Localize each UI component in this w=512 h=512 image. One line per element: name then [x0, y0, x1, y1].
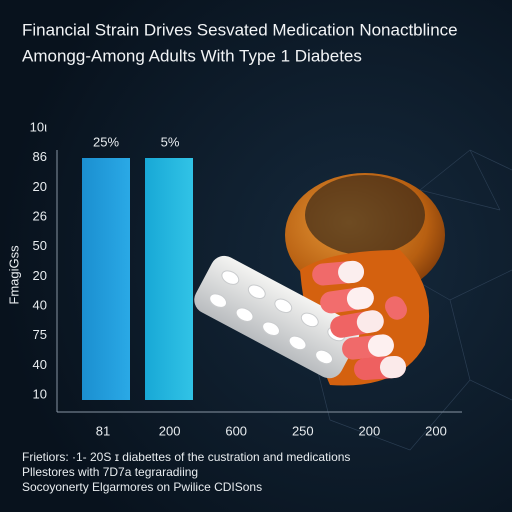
bar: [82, 158, 130, 400]
x-tick-label: 81: [96, 423, 110, 438]
footer-line: Socoyonerty Elgarmores on Pwilice CDISon…: [22, 480, 262, 494]
y-tick-label: 20: [33, 268, 47, 283]
x-tick-label: 200: [159, 423, 181, 438]
y-tick-label: 10ι: [30, 119, 47, 134]
y-tick-label: 86: [33, 149, 47, 164]
y-tick-label: 75: [33, 327, 47, 342]
bar-label: 5%: [161, 134, 180, 149]
y-tick-label: 10: [33, 386, 47, 401]
title-line: Amongg-Among Adults With Type 1 Diabetes: [22, 46, 362, 65]
x-tick-label: 600: [225, 423, 247, 438]
x-tick-label: 200: [359, 423, 381, 438]
footer-line: Pllestores with 7D7a tegraradiing: [22, 465, 198, 479]
bar: [145, 158, 193, 400]
y-tick-label: 20: [33, 179, 47, 194]
x-tick-label: 250: [292, 423, 314, 438]
y-tick-label: 50: [33, 238, 47, 253]
y-tick-label: 40: [33, 357, 47, 372]
y-tick-label: 40: [33, 297, 47, 312]
y-tick-label: 26: [33, 208, 47, 223]
bar-label: 25%: [93, 134, 119, 149]
y-axis-label: FmagiGss: [6, 245, 21, 305]
footer-line: Frietiors: ·1- 20S ɪ diabettes of the cu…: [22, 450, 350, 464]
pill-illustration: [194, 173, 445, 386]
title-line: Financial Strain Drives Sesvated Medicat…: [22, 20, 458, 39]
x-tick-label: 200: [425, 423, 447, 438]
